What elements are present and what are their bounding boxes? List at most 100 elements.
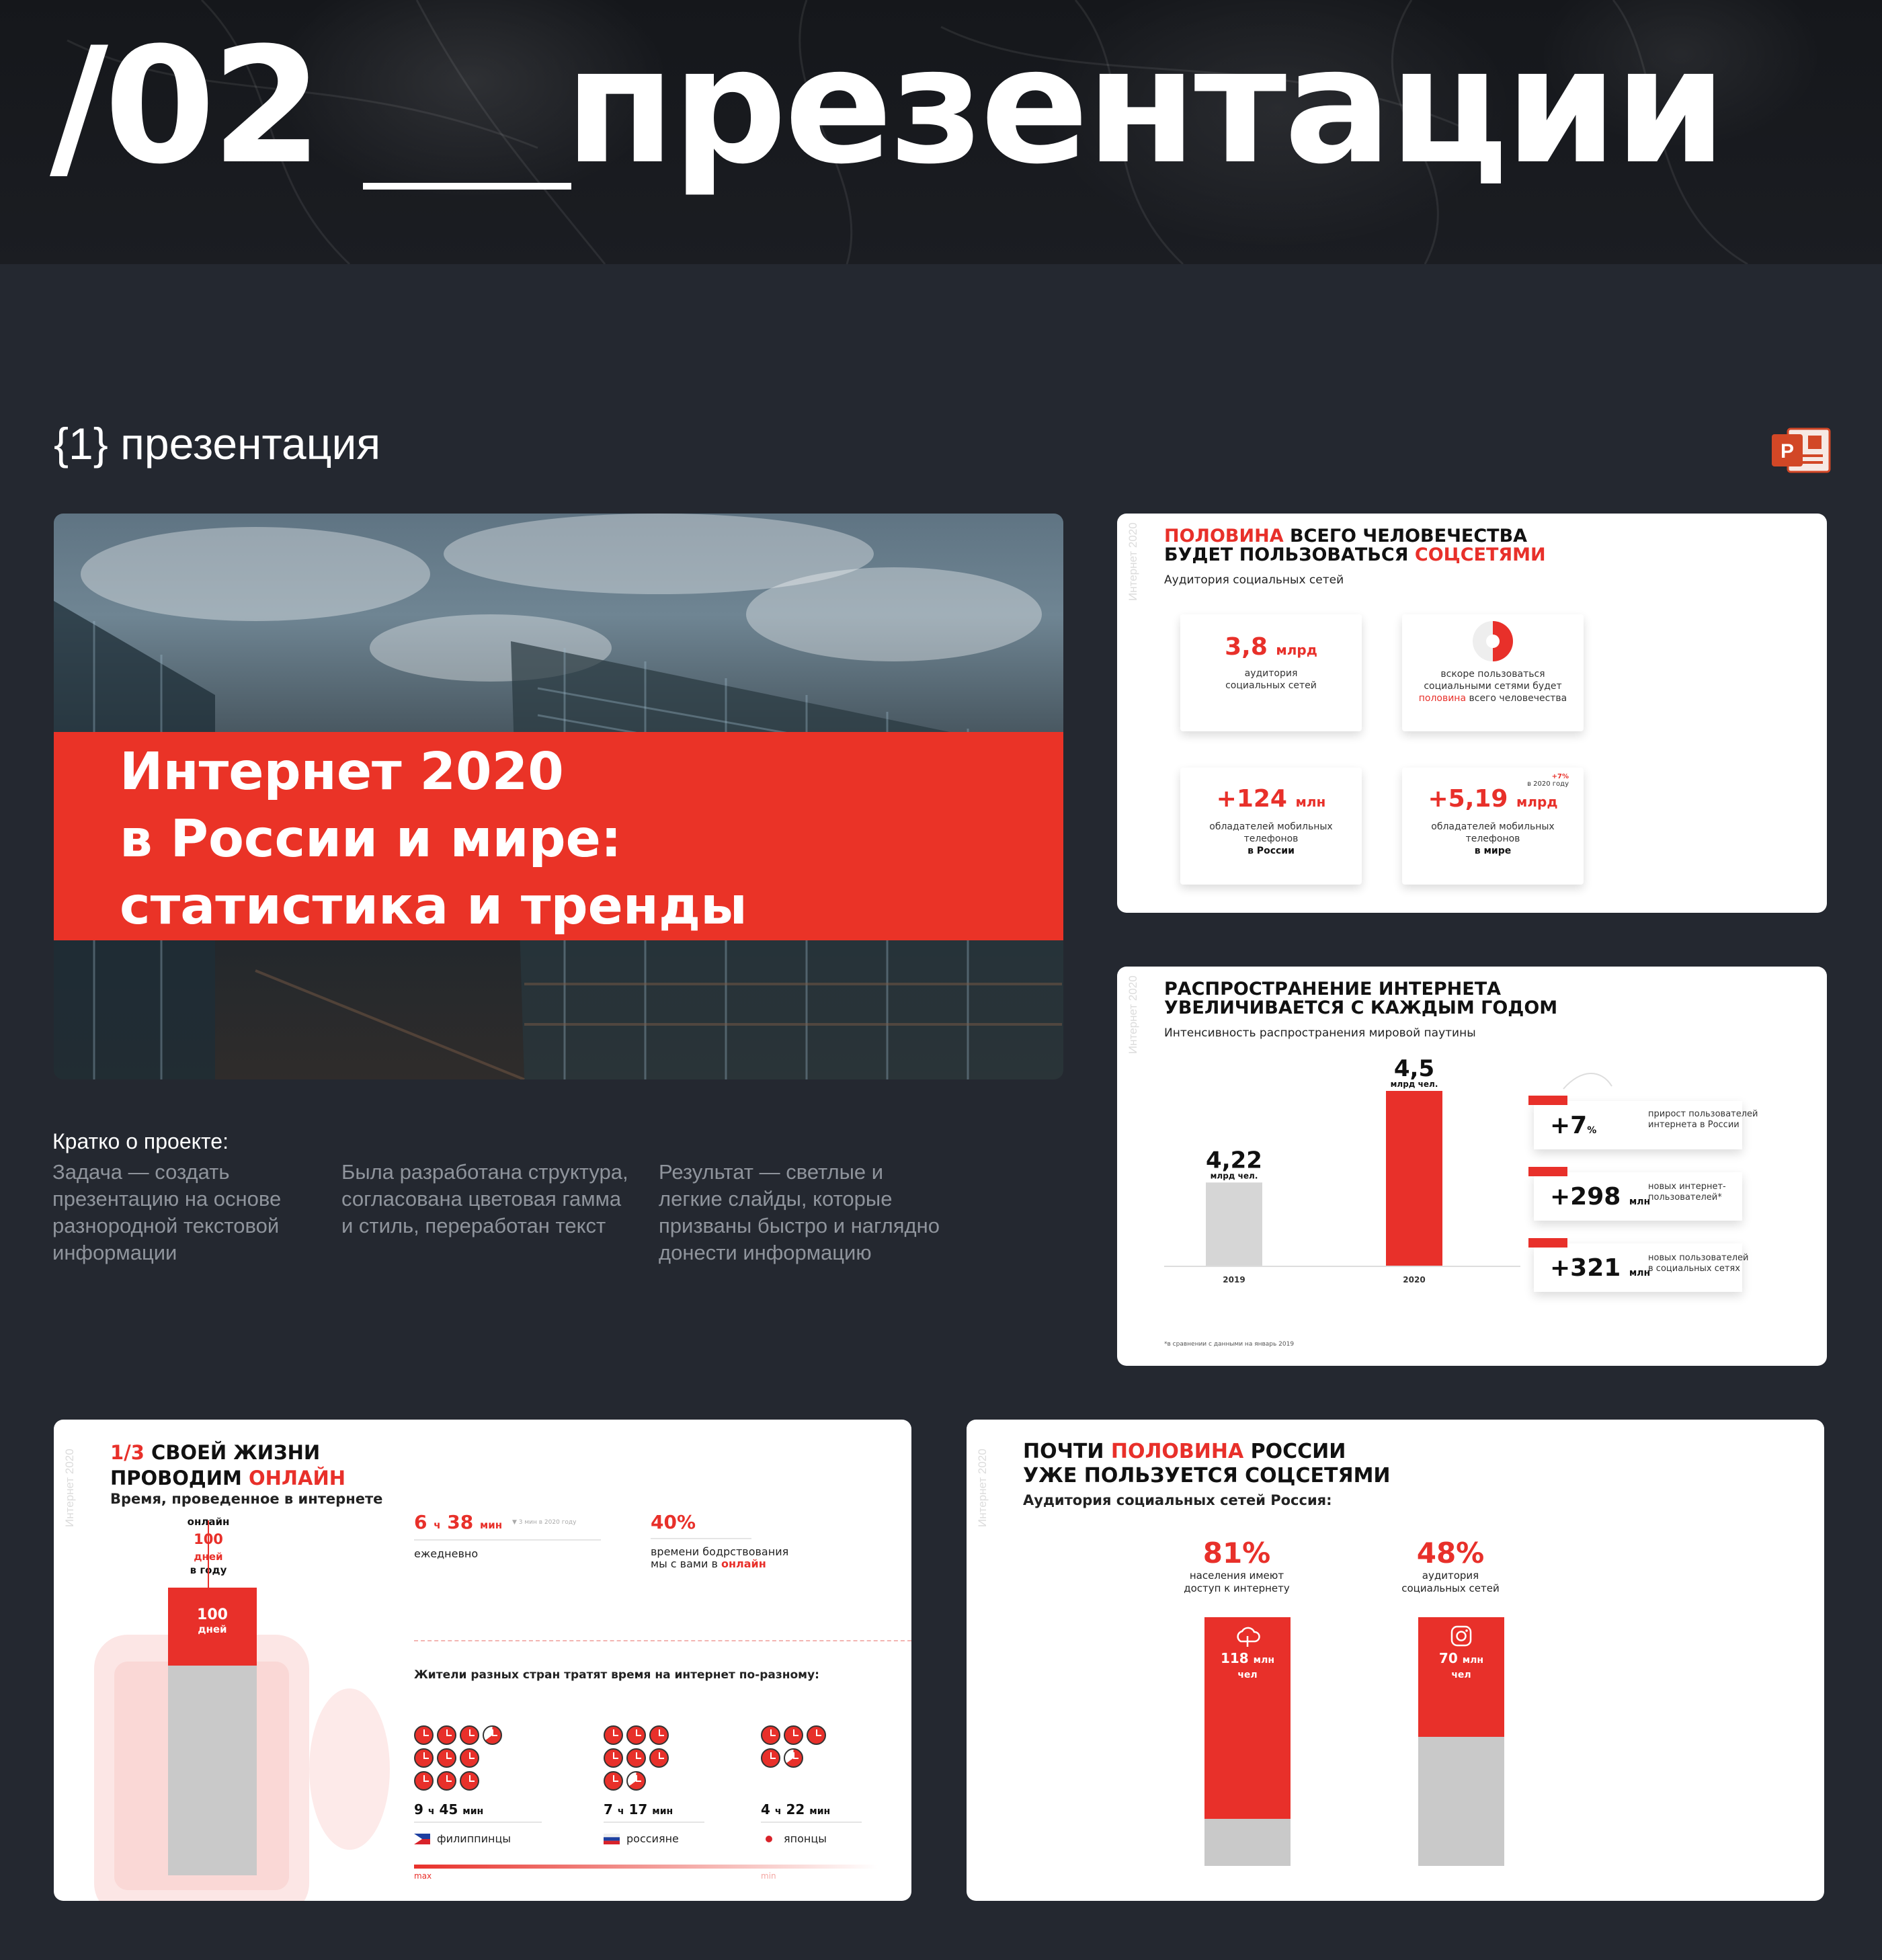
instagram-icon: [1450, 1625, 1472, 1647]
online-marker-line: [208, 1520, 209, 1592]
title-text: ВСЕГО ЧЕЛОВЕЧЕСТВА: [1283, 526, 1528, 546]
bar-filled-portion: [1204, 1617, 1291, 1819]
social-audience-bar: [1418, 1617, 1504, 1866]
bar-value-label: 4,22: [1206, 1147, 1262, 1174]
section-heading: презентации: [565, 13, 1727, 200]
chip-accent: [1528, 1167, 1567, 1176]
stat-card-mobile-world: +7% в 2020 году +5,19 млрд обладателей мо…: [1402, 768, 1584, 885]
stat-value: 81%: [1202, 1537, 1271, 1569]
hero-slide[interactable]: Интернет 2020 в России и мире: статистик…: [54, 514, 1063, 1079]
daily-delta: ▼ 3 мин в 2020 году: [512, 1519, 577, 1526]
slide-title: ПОЧТИ ПОЛОВИНА РОССИИ УЖЕ ПОЛЬЗУЕТСЯ СОЦ…: [1023, 1440, 1391, 1487]
title-highlight: ПОЛОВИНА: [1164, 526, 1284, 546]
pie-half-icon: [1473, 621, 1513, 661]
slide-side-label: Интернет 2020: [1127, 975, 1139, 1054]
chip-label: прирост пользователей интернета в России: [1648, 1109, 1758, 1130]
internet-access-bar: [1204, 1617, 1291, 1866]
scale-max-label: max: [414, 1871, 432, 1881]
time-philippines: 9 ч 45 мин: [414, 1801, 484, 1818]
bar-unit-label: млрд чел.: [1391, 1079, 1438, 1089]
cloud-icon: [1237, 1627, 1260, 1647]
awake-text: времени бодрствования мы с вами в онлайн: [651, 1545, 789, 1570]
hero-title-line-1: Интернет 2020: [120, 742, 564, 802]
chip-accent: [1528, 1096, 1567, 1105]
about-result: Результат — светлые и легкие слайды, кот…: [659, 1160, 940, 1264]
chip-label: новых интернет-пользователей*: [1648, 1182, 1726, 1202]
growth-chip-users: +298 млн: [1528, 1167, 1742, 1221]
stat-label: обладателей мобильных телефонов в России: [1209, 821, 1333, 856]
growth-chip-percent: +7%: [1528, 1096, 1742, 1149]
title-highlight: СОЦСЕТЯМИ: [1414, 544, 1546, 565]
slide-subtitle: Интенсивность распространения мировой па…: [1164, 1026, 1476, 1040]
dashed-divider: [414, 1640, 911, 1641]
stat-value: +124 млн: [1216, 785, 1326, 813]
year-bar-online: 100 дней: [168, 1588, 257, 1666]
x-tick-label: 2020: [1403, 1275, 1425, 1284]
philippines-flag-icon: [414, 1834, 430, 1844]
about-heading: Кратко о проекте:: [52, 1129, 229, 1153]
svg-text:P: P: [1781, 440, 1794, 462]
stat-label: вскоре пользоваться социальными сетями бу…: [1418, 669, 1567, 704]
slide-side-label: Интернет 2020: [63, 1448, 76, 1527]
slide-title: 1/3 СВОЕЙ ЖИЗНИ ПРОВОДИМ ОНЛАЙН: [110, 1441, 345, 1489]
hero-title-band: [54, 732, 1063, 940]
scale-min-label: min: [761, 1871, 776, 1881]
project-title: {1} презентация: [54, 419, 381, 468]
bar-filled-portion: [1418, 1617, 1504, 1737]
down-triangle-icon: ▼: [512, 1519, 517, 1526]
stat-card-audience: 3,8 млрд аудитория социальных сетей: [1180, 614, 1362, 731]
hero-title-line-3: статистика и тренды: [120, 876, 747, 936]
bar-2019: [1206, 1182, 1262, 1266]
country-japan: японцы: [784, 1832, 827, 1845]
hero-title-line-2: в России и мире:: [120, 809, 622, 869]
time-japan: 4 ч 22 мин: [761, 1801, 831, 1818]
max-min-scale: [414, 1865, 878, 1869]
slide-side-label: Интернет 2020: [976, 1448, 989, 1527]
slide-internet-growth[interactable]: Интернет 2020 РАСПРОСТРАНЕНИЕ ИНТЕРНЕТА У…: [1117, 967, 1827, 1366]
stat-label: аудитория социальных сетей: [1225, 668, 1317, 691]
daily-time-value: 6 ч 38 мин: [414, 1511, 503, 1533]
chip-value: +298 млн: [1550, 1183, 1651, 1211]
divider: [651, 1538, 751, 1539]
slide-subtitle: Аудитория социальных сетей: [1164, 573, 1344, 587]
slide-side-label: Интернет 2020: [1127, 522, 1139, 601]
year-bar: 100 дней: [168, 1588, 257, 1875]
divider: [761, 1822, 862, 1823]
about-process: Была разработана структура, согласована …: [341, 1160, 628, 1237]
title-text: БУДЕТ ПОЛЬЗОВАТЬСЯ: [1164, 544, 1415, 565]
bar-unit-label: млрд чел.: [1211, 1171, 1258, 1180]
slide-subtitle: Время, проведенное в интернете: [110, 1491, 383, 1507]
chip-accent: [1528, 1238, 1567, 1248]
banner-texture: [67, 0, 1748, 264]
x-tick-label: 2019: [1223, 1275, 1245, 1284]
chip-value: +321 млн: [1550, 1254, 1651, 1282]
slide-russia-social[interactable]: Интернет 2020 ПОЧТИ ПОЛОВИНА РОССИИ УЖЕ …: [967, 1420, 1824, 1901]
stat-label: обладателей мобильных телефонов в мире: [1431, 821, 1555, 856]
daily-label: ежедневно: [414, 1547, 479, 1560]
slide-time-online[interactable]: Интернет 2020 1/3 СВОЕЙ ЖИЗНИ ПРОВОДИМ О…: [54, 1420, 911, 1901]
slide-social-audience[interactable]: Интернет 2020 ПОЛОВИНА ВСЕГО ЧЕЛОВЕЧЕСТВ…: [1117, 514, 1827, 913]
countries-heading: Жители разных стран тратят время на инте…: [414, 1668, 819, 1682]
stat-value: +5,19 млрд: [1428, 785, 1558, 813]
growth-chip-social: +321 млн: [1528, 1238, 1742, 1292]
chart-footnote: *в сравнении с данными на январь 2019: [1164, 1341, 1295, 1348]
about-task: Задача — создать презентацию на основе р…: [52, 1160, 282, 1264]
stat-label: аудитория социальных сетей: [1401, 1569, 1500, 1594]
internet-access-stat: 81% населения имеют доступ к интернету: [1149, 1537, 1324, 1595]
section-number: /02: [50, 13, 323, 200]
header-banner: /02 презентации: [0, 0, 1882, 264]
stat-value: 3,8 млрд: [1225, 633, 1317, 661]
growth-badge: +7% в 2020 году: [1527, 773, 1569, 788]
russia-flag-icon: [604, 1834, 620, 1844]
arrow-curve-icon: [1563, 1073, 1612, 1090]
divider: [414, 1822, 542, 1823]
bar-value-label: 4,5: [1394, 1055, 1434, 1082]
bar-2020: [1386, 1091, 1442, 1266]
slide-title: РАСПРОСТРАНЕНИЕ ИНТЕРНЕТА УВЕЛИЧИВАЕТСЯ С…: [1164, 979, 1558, 1018]
title-underline: [363, 183, 571, 190]
country-philippines: филиппинцы: [437, 1832, 512, 1845]
stat-value: 48%: [1416, 1537, 1485, 1569]
powerpoint-icon[interactable]: P: [1770, 426, 1832, 475]
internet-access-bar-label: 118 млн чел: [1204, 1625, 1291, 1682]
